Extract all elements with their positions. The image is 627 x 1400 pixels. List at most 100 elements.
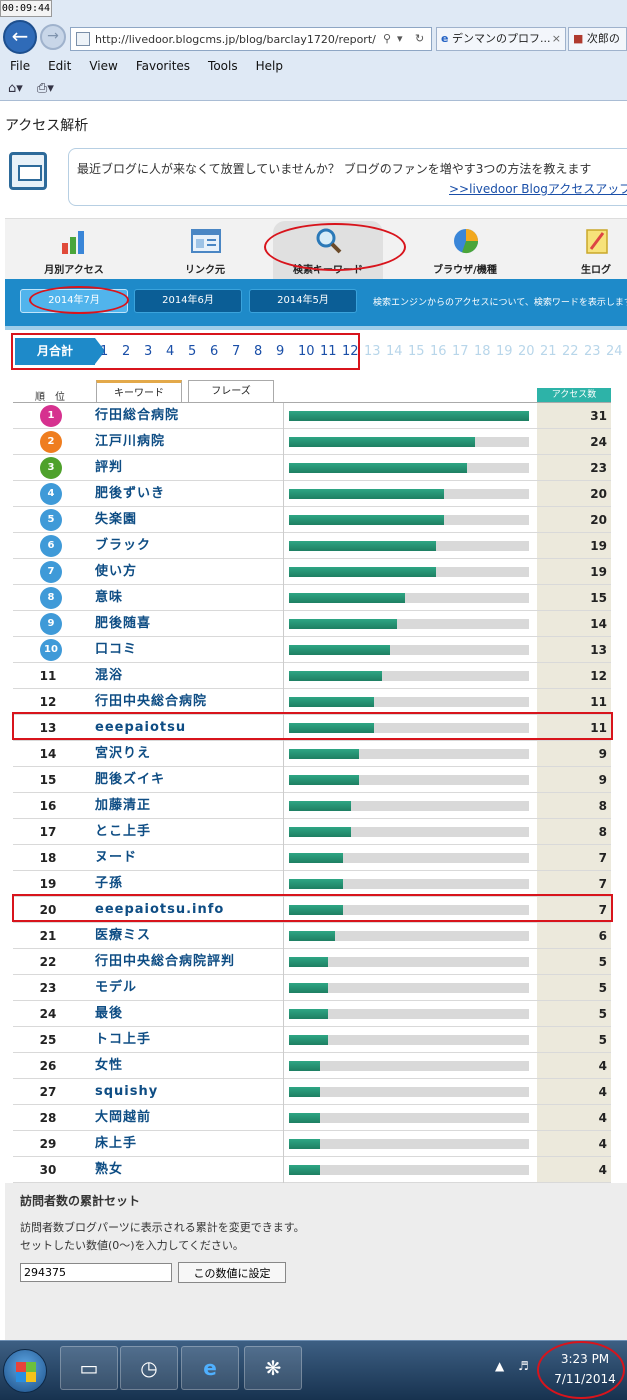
taskbar-ie[interactable]: e <box>181 1346 239 1390</box>
forward-button[interactable]: → <box>40 24 66 50</box>
day-link[interactable]: 10 <box>298 344 315 359</box>
table-row: 25 トコ上手 5 <box>13 1027 611 1053</box>
keyword-link[interactable]: 熟女 <box>95 1162 124 1177</box>
menu-tools[interactable]: Tools <box>208 59 238 73</box>
menu-edit[interactable]: Edit <box>48 59 72 73</box>
rank-number: 19 <box>39 877 57 891</box>
access-bar-track <box>289 645 529 655</box>
pie-chart-icon <box>454 229 479 254</box>
keyword-link[interactable]: とこ上手 <box>95 824 152 839</box>
day-link[interactable]: 6 <box>210 344 219 359</box>
day-link[interactable]: 5 <box>188 344 197 359</box>
access-bar <box>289 593 405 603</box>
day-link[interactable]: 1 <box>100 344 109 359</box>
keyword-link[interactable]: eeepaiotsu <box>95 720 187 735</box>
rank-number: 17 <box>39 825 57 839</box>
access-bar-track <box>289 749 529 759</box>
print-icon[interactable]: ⎙▾ <box>36 81 54 96</box>
keyword-link[interactable]: eeepaiotsu.info <box>95 902 225 917</box>
access-count: 5 <box>598 955 607 969</box>
tab-referrers[interactable]: リンク元 <box>150 221 260 279</box>
keyword-link[interactable]: 評判 <box>95 460 124 475</box>
month-tab-june[interactable]: 2014年6月 <box>134 289 242 313</box>
tab-browser-device[interactable]: ブラウザ/機種 <box>410 221 520 279</box>
keyword-link[interactable]: トコ上手 <box>95 1032 152 1047</box>
column-divider <box>283 819 284 845</box>
keyword-link[interactable]: 子孫 <box>95 876 124 891</box>
set-count-button[interactable]: この数値に設定 <box>178 1262 286 1283</box>
tab-raw-log[interactable]: 生ログ <box>541 221 627 279</box>
keyword-link[interactable]: 江戸川病院 <box>95 434 166 449</box>
clock-app-icon: ◷ <box>140 1356 158 1380</box>
monthly-total-tab[interactable]: 月合計 <box>15 338 105 365</box>
keyword-link[interactable]: 医療ミス <box>95 928 152 943</box>
address-bar[interactable]: http://livedoor.blogcms.jp/blog/barclay1… <box>70 27 432 51</box>
show-hidden-icons-icon[interactable]: ▲ <box>495 1359 505 1373</box>
keyword-link[interactable]: 使い方 <box>95 564 138 579</box>
day-link: 23 <box>584 344 601 359</box>
back-button[interactable]: ← <box>3 20 37 54</box>
rank-number: 23 <box>39 981 57 995</box>
keyword-link[interactable]: squishy <box>95 1084 159 1099</box>
day-link[interactable]: 7 <box>232 344 241 359</box>
keyword-link[interactable]: 床上手 <box>95 1136 138 1151</box>
day-link[interactable]: 2 <box>122 344 131 359</box>
close-tab-icon[interactable]: × <box>551 32 561 45</box>
day-link[interactable]: 12 <box>342 344 359 359</box>
access-count: 23 <box>590 461 607 475</box>
rank-badge-icon: 9 <box>40 613 62 635</box>
keyword-link[interactable]: 行田総合病院 <box>95 408 180 423</box>
search-icon[interactable]: ⚲ <box>383 32 392 45</box>
menu-view[interactable]: View <box>89 59 118 73</box>
keyword-link[interactable]: 肥後随喜 <box>95 616 152 631</box>
home-icon[interactable]: ⌂▾ <box>8 81 23 96</box>
browser-tab-1[interactable]: e デンマンのプロフ... × <box>436 27 566 51</box>
promo-bubble: 最近ブログに人が来なくて放置していませんか？ ブログのファンを増やす3つの方法を… <box>68 148 627 206</box>
browser-tab-2[interactable]: ■ 次郎の <box>568 27 627 51</box>
keyword-link[interactable]: 宮沢りえ <box>95 746 152 761</box>
day-link[interactable]: 4 <box>166 344 175 359</box>
menu-file[interactable]: File <box>10 59 31 73</box>
day-link[interactable]: 9 <box>276 344 285 359</box>
tab-monthly-access[interactable]: 月別アクセス <box>19 221 129 279</box>
rank-badge-icon: 8 <box>40 587 62 609</box>
day-link[interactable]: 8 <box>254 344 263 359</box>
keyword-link[interactable]: 女性 <box>95 1058 124 1073</box>
tab-monthly-access-label: 月別アクセス <box>44 265 104 276</box>
access-bar-track <box>289 1061 529 1071</box>
taskbar-clock-app[interactable]: ◷ <box>120 1346 178 1390</box>
phrase-tab[interactable]: フレーズ <box>188 380 274 402</box>
taskbar-paint[interactable]: ❋ <box>244 1346 302 1390</box>
day-link[interactable]: 3 <box>144 344 153 359</box>
keyword-link[interactable]: 行田中央総合病院評判 <box>95 954 236 969</box>
day-link[interactable]: 11 <box>320 344 337 359</box>
column-divider <box>283 923 284 949</box>
keyword-link[interactable]: 肥後ずいき <box>95 486 166 501</box>
month-tab-may[interactable]: 2014年5月 <box>249 289 357 313</box>
band-description: 検索エンジンからのアクセスについて、検索ワードを表示します。 <box>373 298 627 308</box>
promo-link[interactable]: >>livedoor Blogアクセスアップ講 <box>449 182 627 196</box>
keyword-link[interactable]: 大岡越前 <box>95 1110 152 1125</box>
day-link: 16 <box>430 344 447 359</box>
start-button[interactable] <box>3 1349 47 1393</box>
menu-favorites[interactable]: Favorites <box>135 59 191 73</box>
menu-help[interactable]: Help <box>255 59 283 73</box>
keyword-link[interactable]: 最後 <box>95 1006 124 1021</box>
keyword-link[interactable]: モデル <box>95 980 138 995</box>
volume-icon[interactable]: ♬ <box>518 1359 529 1373</box>
keyword-link[interactable]: 混浴 <box>95 668 124 683</box>
refresh-icon[interactable]: ↻ <box>415 32 425 45</box>
keyword-link[interactable]: ブラック <box>95 538 152 553</box>
keyword-link[interactable]: ヌード <box>95 850 138 865</box>
keyword-link[interactable]: 失楽園 <box>95 512 138 527</box>
keyword-tab[interactable]: キーワード <box>96 380 182 402</box>
keyword-link[interactable]: 意味 <box>95 590 124 605</box>
visitor-count-input[interactable] <box>20 1263 172 1282</box>
keyword-link[interactable]: 肥後ズイキ <box>95 772 166 787</box>
url-text[interactable]: http://livedoor.blogcms.jp/blog/barclay1… <box>95 33 376 46</box>
keyword-link[interactable]: 行田中央総合病院 <box>95 694 208 709</box>
taskbar-explorer[interactable]: ▭ <box>60 1346 118 1390</box>
keyword-link[interactable]: 加藤清正 <box>95 798 152 813</box>
dropdown-arrow-icon[interactable]: ▾ <box>397 32 403 45</box>
keyword-link[interactable]: 口コミ <box>95 642 138 657</box>
